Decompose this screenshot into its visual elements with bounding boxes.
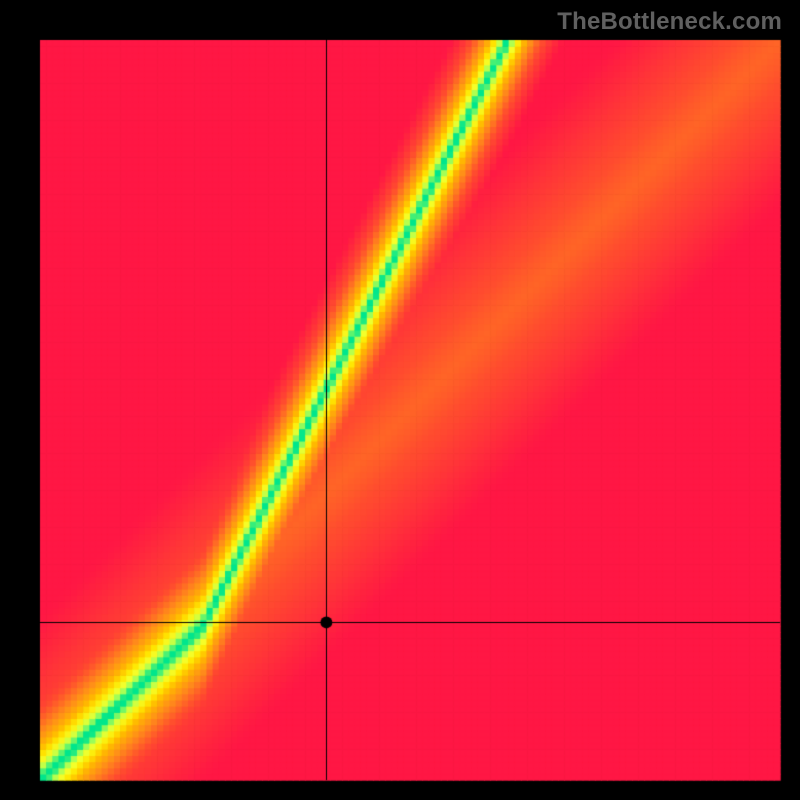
heatmap-canvas	[0, 0, 800, 800]
bottleneck-chart-container: TheBottleneck.com	[0, 0, 800, 800]
watermark-label: TheBottleneck.com	[557, 8, 782, 36]
